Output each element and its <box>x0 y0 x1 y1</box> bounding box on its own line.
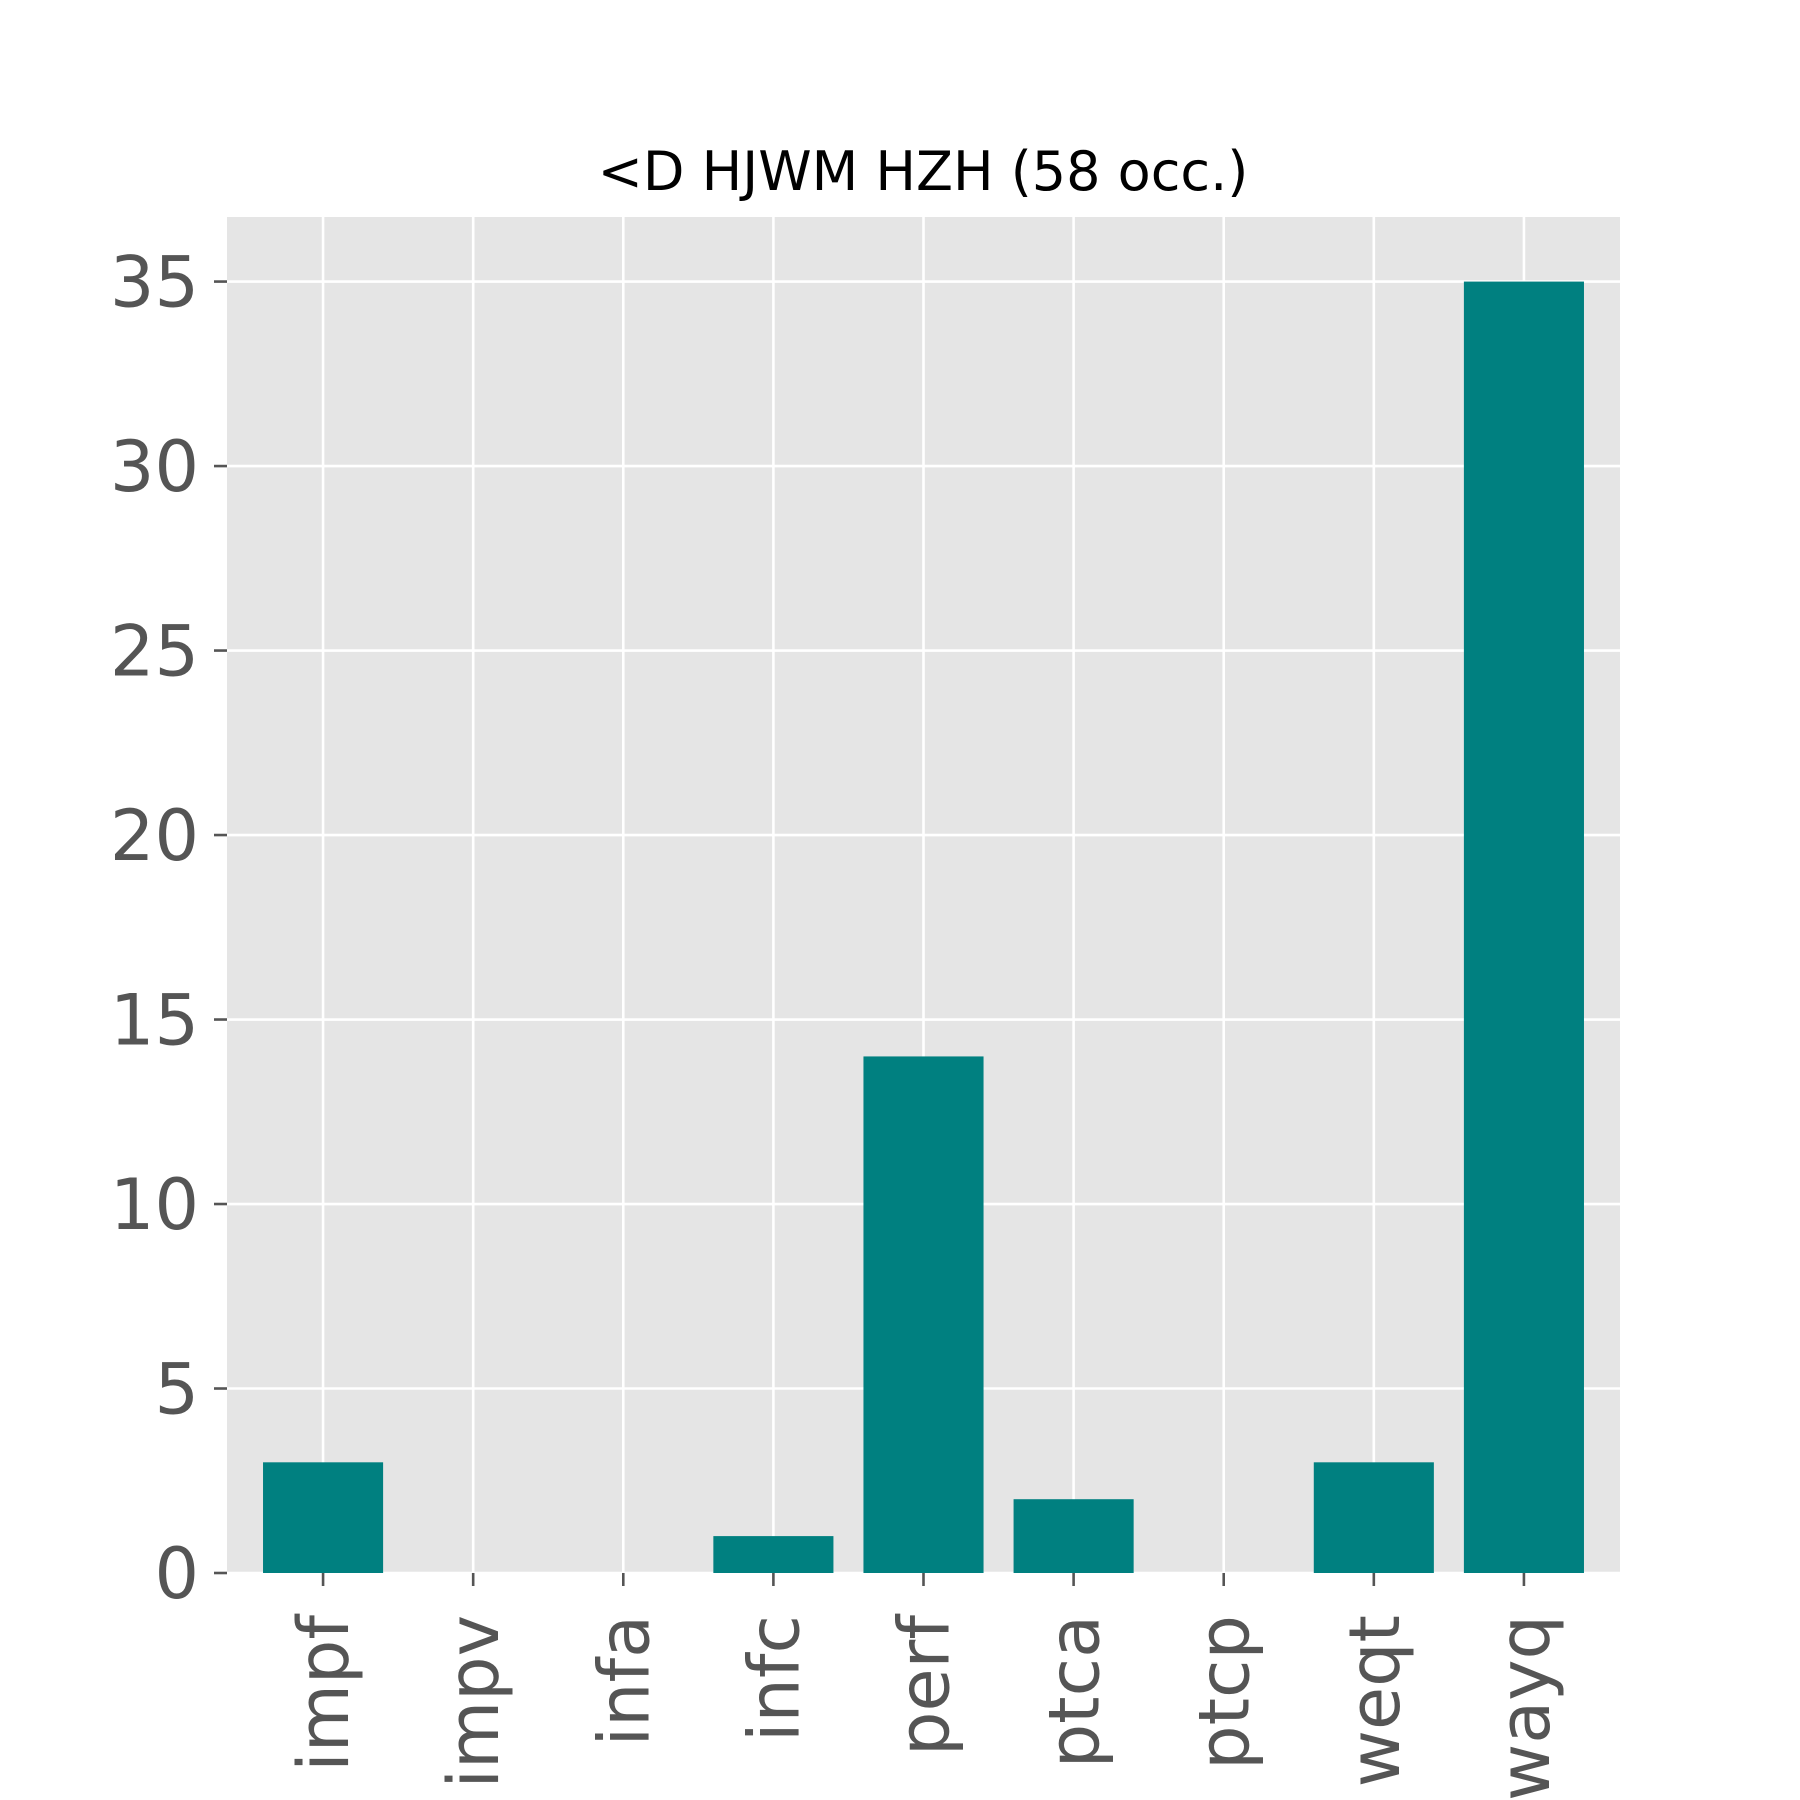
bar-impf <box>263 1462 384 1573</box>
y-tick-label: 30 <box>110 426 199 508</box>
chart-title: <D HJWM HZH (58 occ.) <box>598 140 1249 203</box>
bar-perf <box>863 1056 984 1573</box>
bar-weqt <box>1313 1462 1434 1573</box>
tick-marks <box>214 280 1526 1586</box>
y-tick-labels: 0 5 10 15 20 25 30 35 <box>110 242 199 1615</box>
bar-ptca <box>1013 1499 1134 1573</box>
x-tick-labels: impf impv infa infc perf ptca ptcp weqt wayq <box>283 1614 1566 1800</box>
y-tick-label: 35 <box>110 242 199 324</box>
x-tick-label: wayq <box>1484 1615 1566 1800</box>
y-tick-label: 20 <box>110 795 199 877</box>
x-tick-label: ptca <box>1034 1615 1116 1768</box>
x-tick-label: impf <box>283 1614 365 1772</box>
y-tick-label: 5 <box>154 1349 199 1431</box>
x-tick-label: infc <box>733 1615 815 1742</box>
grid-lines <box>227 217 1620 1575</box>
bars <box>263 281 1584 1574</box>
x-tick-label: impv <box>433 1615 515 1789</box>
y-tick-label: 25 <box>110 611 199 693</box>
x-tick-label: ptcp <box>1184 1615 1266 1770</box>
y-tick-label: 0 <box>154 1533 199 1615</box>
y-tick-label: 15 <box>110 980 199 1062</box>
x-tick-label: infa <box>583 1615 665 1746</box>
bar-infc <box>713 1536 834 1573</box>
x-tick-label: weqt <box>1334 1615 1416 1787</box>
y-tick-label: 10 <box>110 1164 199 1246</box>
bar-wayq <box>1463 281 1584 1574</box>
x-tick-label: perf <box>884 1614 966 1756</box>
